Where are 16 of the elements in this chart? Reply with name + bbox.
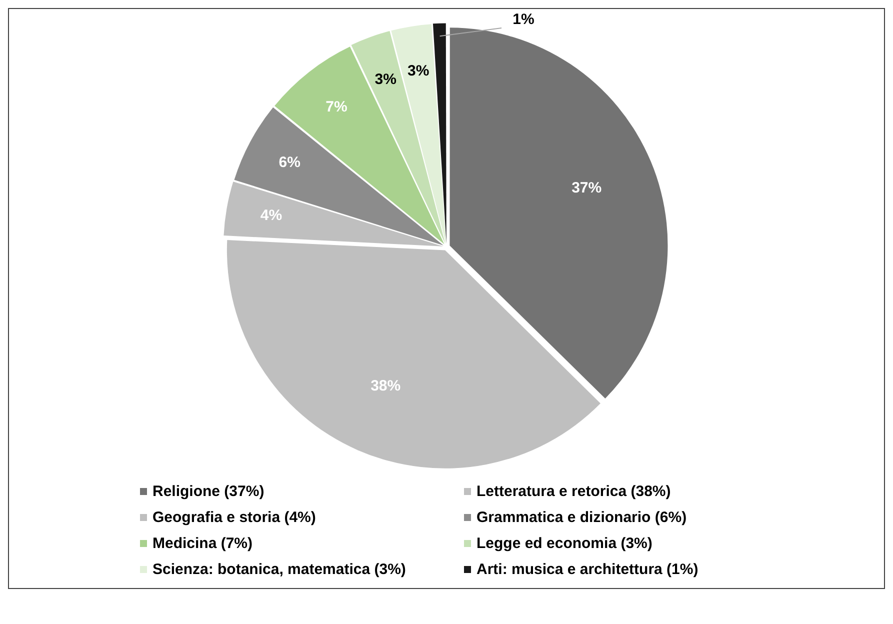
legend-label: Legge ed economia (3%) (476, 535, 652, 552)
legend-label: Geografia e storia (4%) (152, 509, 316, 526)
data-label: 37% (572, 179, 602, 196)
legend-label: Medicina (7%) (152, 535, 253, 552)
legend-label: Scienza: botanica, matematica (3%) (152, 561, 406, 578)
data-label: 3% (374, 70, 396, 88)
legend-label: Letteratura e retorica (38%) (476, 483, 671, 500)
data-label: 1% (512, 11, 534, 28)
data-label: 3% (408, 62, 430, 80)
data-label: 6% (278, 154, 300, 172)
legend-label: Religione (37%) (152, 483, 264, 500)
data-label: 38% (370, 377, 401, 394)
data-label: 7% (326, 98, 348, 116)
data-label: 4% (260, 207, 282, 224)
legend-label: Grammatica e dizionario (6%) (476, 509, 687, 526)
legend-label: Arti: musica e architettura (1%) (476, 561, 698, 578)
